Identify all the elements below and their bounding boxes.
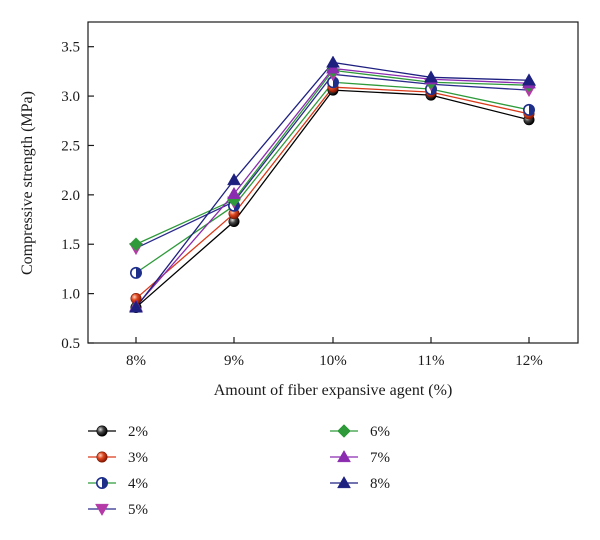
legend-label: 2% xyxy=(128,424,148,440)
marker-series-7-point-3 xyxy=(326,55,340,68)
y-tick-label: 2.0 xyxy=(61,188,80,204)
series-line-3 xyxy=(135,81,530,274)
marker-series-3-point-5 xyxy=(522,103,535,116)
marker-legend-4 xyxy=(95,503,109,517)
y-tick-label: 1.0 xyxy=(61,287,80,303)
marker-legend-3 xyxy=(96,476,109,489)
legend-label: 5% xyxy=(128,502,148,518)
y-tick-label: 0.5 xyxy=(61,336,80,352)
legend-label: 8% xyxy=(370,476,390,492)
legend: 2% 3% 4% 5% 6% 7% 8% xyxy=(88,424,390,518)
marker-series-7-point-2 xyxy=(227,173,241,186)
marker-legend-1 xyxy=(96,425,108,437)
marker-series-6-point-2 xyxy=(227,186,241,199)
legend-label: 4% xyxy=(128,476,148,492)
marker-legend-5 xyxy=(337,424,351,438)
marker-series-7-point-1 xyxy=(129,300,143,313)
legend-item-1: 2% xyxy=(88,424,148,440)
x-tick-label: 9% xyxy=(224,353,244,369)
legend-item-6: 7% xyxy=(330,449,390,466)
marker-legend-2 xyxy=(96,451,108,463)
y-tick-label: 3.5 xyxy=(61,40,80,56)
series-line-2 xyxy=(135,86,530,300)
legend-label: 6% xyxy=(370,424,390,440)
series-line-7 xyxy=(135,61,530,308)
series-line-6 xyxy=(135,67,530,307)
marker-legend-7 xyxy=(337,475,351,489)
legend-item-2: 3% xyxy=(88,450,148,466)
legend-label: 7% xyxy=(370,450,390,466)
x-axis-title: Amount of fiber expansive agent (%) xyxy=(214,382,453,399)
marker-series-5-point-1 xyxy=(129,237,143,252)
series-markers xyxy=(129,55,536,313)
x-tick-label: 8% xyxy=(126,353,146,369)
marker-series-3-point-3 xyxy=(326,76,339,89)
x-tick-label: 11% xyxy=(418,353,445,369)
y-tick-label: 2.5 xyxy=(61,138,80,154)
y-tick-label: 1.5 xyxy=(61,237,80,253)
series-line-5 xyxy=(135,69,530,245)
y-axis-title: Compressive strength (MPa) xyxy=(19,91,36,275)
marker-legend-6 xyxy=(337,449,351,463)
legend-label: 3% xyxy=(128,450,148,466)
x-tick-label: 10% xyxy=(319,353,347,369)
x-axis: 8% 9% 10% 11% 12% xyxy=(126,337,543,369)
y-tick-label: 3.0 xyxy=(61,89,80,105)
marker-series-7-point-5 xyxy=(522,73,536,86)
marker-series-7-point-4 xyxy=(424,70,438,83)
marker-series-3-point-1 xyxy=(130,266,143,279)
series-line-1 xyxy=(135,89,530,308)
legend-item-4: 5% xyxy=(88,502,148,518)
legend-item-3: 4% xyxy=(88,476,148,492)
legend-item-7: 8% xyxy=(330,475,390,492)
y-axis: 0.5 1.0 1.5 2.0 2.5 3.0 3.5 xyxy=(61,40,94,352)
series-lines xyxy=(135,61,530,308)
legend-item-5: 6% xyxy=(330,424,390,440)
x-tick-label: 12% xyxy=(515,353,543,369)
